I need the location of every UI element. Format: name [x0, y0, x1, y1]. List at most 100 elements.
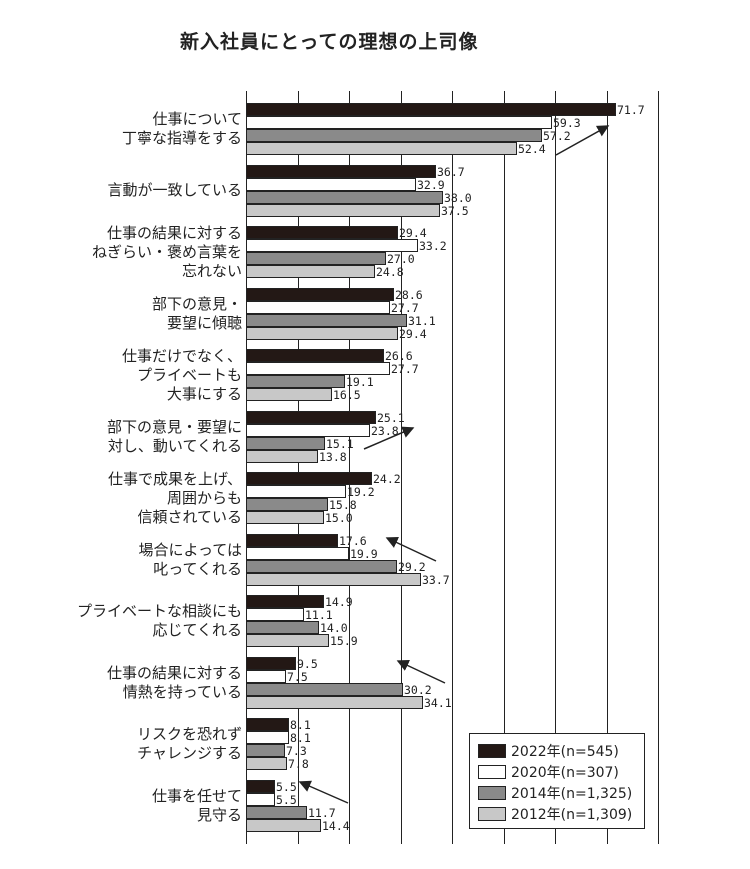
- category-label: 部下の意見・要望に 対し、動いてくれる: [106, 417, 242, 455]
- bar: [246, 116, 552, 129]
- value-label: 15.0: [325, 511, 353, 525]
- category-label: 仕事だけでなく、 プライベートも 大事にする: [121, 346, 242, 403]
- bar: [246, 498, 328, 511]
- value-label: 5.5: [276, 792, 297, 807]
- value-label: 26.6: [385, 349, 413, 363]
- value-label: 52.4: [518, 142, 546, 156]
- bar: [246, 449, 318, 463]
- value-label: 28.6: [395, 287, 423, 302]
- gridline: [452, 91, 453, 844]
- category-label: 仕事の結果に対する ねぎらい・褒め言葉を 忘れない: [91, 223, 242, 280]
- bar: [246, 485, 346, 498]
- bar: [246, 177, 416, 191]
- value-label: 8.1: [290, 731, 311, 745]
- value-label: 8.1: [290, 718, 311, 732]
- value-label: 27.0: [387, 252, 415, 266]
- gridline: [658, 91, 659, 844]
- bar: [246, 103, 616, 116]
- bar: [246, 656, 296, 670]
- value-label: 25.1: [377, 410, 405, 425]
- value-label: 23.8: [371, 423, 399, 438]
- value-label: 7.8: [288, 757, 309, 771]
- bar: [246, 142, 517, 155]
- bar: [246, 682, 403, 696]
- value-label: 57.2: [543, 129, 571, 143]
- bar: [246, 436, 325, 450]
- bar: [246, 744, 285, 757]
- value-label: 7.5: [287, 669, 308, 684]
- value-label: 27.7: [391, 362, 419, 376]
- bar: [246, 572, 421, 586]
- value-label: 33.2: [419, 239, 447, 253]
- legend: 2022年(n=545) 2020年(n=307) 2014年(n=1,325)…: [469, 733, 645, 829]
- value-label: 31.1: [408, 313, 436, 328]
- value-label: 15.8: [329, 498, 357, 512]
- bar: [246, 252, 386, 265]
- bar: [246, 349, 384, 362]
- bar: [246, 472, 372, 485]
- category-label: 部下の意見・ 要望に傾聴: [151, 294, 242, 332]
- value-label: 11.1: [305, 608, 333, 622]
- value-label: 7.3: [286, 744, 307, 758]
- legend-swatch: [478, 806, 506, 821]
- value-label: 24.2: [373, 472, 401, 486]
- category-label: プライベートな相談にも 応じてくれる: [76, 602, 242, 639]
- bar: [246, 669, 286, 683]
- value-label: 15.9: [330, 634, 358, 648]
- value-label: 32.9: [417, 177, 445, 192]
- value-label: 9.5: [297, 656, 318, 671]
- bar: [246, 300, 390, 314]
- value-label: 19.2: [347, 485, 375, 499]
- bar: [246, 546, 349, 560]
- bar: [246, 265, 375, 278]
- value-label: 33.7: [422, 572, 450, 587]
- value-label: 38.0: [444, 190, 472, 205]
- value-label: 19.9: [350, 546, 378, 561]
- legend-item-2022: 2022年(n=545): [478, 740, 644, 761]
- legend-swatch: [478, 764, 506, 779]
- y-axis-line: [246, 91, 247, 844]
- category-label: 仕事を任せて 見守る: [151, 786, 242, 824]
- value-label: 14.9: [325, 595, 353, 609]
- value-label: 71.7: [617, 103, 645, 117]
- value-label: 30.2: [404, 682, 432, 697]
- value-label: 15.1: [326, 436, 354, 451]
- value-label: 59.3: [553, 116, 581, 130]
- value-label: 36.7: [437, 164, 465, 179]
- bar: [246, 326, 398, 340]
- gridline: [555, 91, 556, 844]
- value-label: 34.1: [424, 695, 452, 710]
- gridline: [297, 91, 299, 844]
- legend-swatch: [478, 743, 506, 758]
- bar: [246, 792, 275, 806]
- bar: [246, 621, 319, 634]
- legend-item-2014: 2014年(n=1,325): [478, 782, 644, 803]
- category-label: 仕事の結果に対する 情熱を持っている: [106, 663, 242, 701]
- bar: [246, 805, 307, 819]
- gridline: [349, 91, 350, 844]
- value-label: 14.4: [322, 818, 350, 833]
- legend-item-2020: 2020年(n=307): [478, 761, 644, 782]
- bar: [246, 731, 289, 744]
- bar: [246, 129, 542, 142]
- legend-label: 2022年(n=545): [511, 743, 619, 760]
- category-label: 言動が一致している: [107, 181, 242, 199]
- legend-label: 2020年(n=307): [511, 764, 619, 781]
- bar: [246, 818, 321, 832]
- value-label: 5.5: [276, 779, 297, 794]
- bar: [246, 313, 407, 327]
- plot-area: [246, 91, 666, 844]
- category-label: 仕事で成果を上げ、 周囲からも 信頼されている: [108, 469, 242, 526]
- bar: [246, 595, 324, 608]
- legend-label: 2012年(n=1,309): [511, 806, 633, 823]
- gridline: [503, 91, 505, 844]
- bar: [246, 226, 398, 239]
- chart-title: 新入社員にとっての理想の上司像: [180, 31, 479, 53]
- gridline: [400, 91, 402, 844]
- value-label: 24.8: [376, 265, 404, 279]
- value-label: 29.4: [399, 226, 427, 240]
- category-label: 場合によっては 叱ってくれる: [138, 540, 242, 578]
- bar: [246, 718, 289, 731]
- value-label: 19.1: [346, 375, 374, 389]
- bar: [246, 423, 370, 437]
